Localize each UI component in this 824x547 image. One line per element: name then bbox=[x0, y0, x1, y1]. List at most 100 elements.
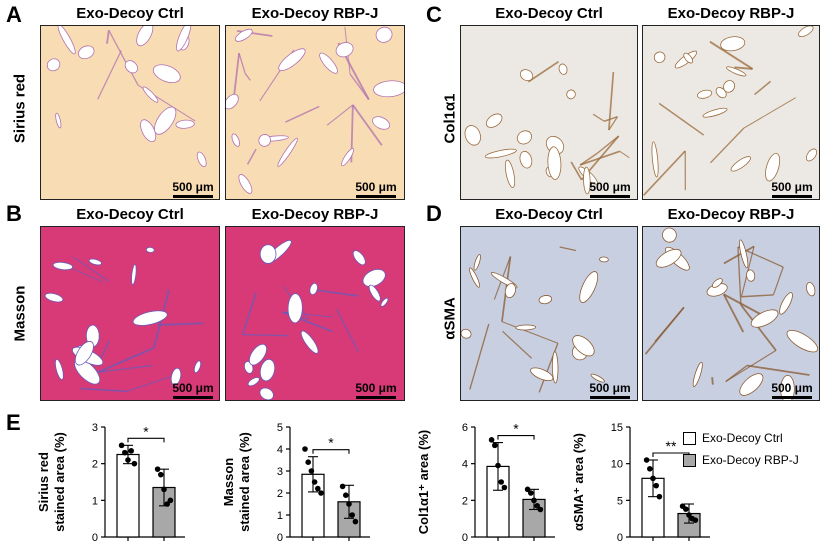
legend-swatch-rbp bbox=[683, 453, 696, 467]
data-point bbox=[318, 490, 324, 496]
panel-letter-c: C bbox=[426, 2, 442, 27]
data-point bbox=[339, 483, 346, 490]
legend-swatch-ctrl bbox=[683, 431, 696, 445]
scale-bar-d-rbp: 500 μm bbox=[762, 381, 822, 399]
significance-label: * bbox=[513, 421, 519, 437]
chart-col1a1: Col1α1⁺ area (%) 0 2 4 6 * bbox=[416, 421, 555, 544]
y-tick-label: 1 bbox=[277, 510, 283, 522]
data-point bbox=[167, 497, 174, 504]
panel-letter-e: E bbox=[6, 410, 21, 435]
scale-bar-label: 500 μm bbox=[589, 381, 631, 395]
chart-asma: αSMA⁺ area (%) 0 5 10 15 ** bbox=[571, 422, 710, 544]
scale-bar-line bbox=[173, 195, 213, 198]
significance-label: * bbox=[328, 435, 334, 451]
chart-masson: Massonstained area (%) 0 1 2 3 4 5 * bbox=[221, 422, 370, 544]
scale-bar-c-ctrl: 500 μm bbox=[580, 180, 640, 198]
micrograph-sirius-red-rbp bbox=[225, 25, 405, 200]
col-title-b-rbp: Exo-Decoy RBP-J bbox=[251, 206, 379, 223]
data-point bbox=[528, 490, 534, 496]
col-title-a-ctrl: Exo-Decoy Ctrl bbox=[76, 5, 184, 22]
scale-bar-line bbox=[772, 396, 812, 399]
scale-bar-label: 500 μm bbox=[771, 381, 813, 395]
y-tick-label: 3 bbox=[277, 466, 283, 478]
row-title-sirius-red: Sirius red bbox=[11, 73, 29, 144]
data-point bbox=[154, 466, 161, 472]
data-point bbox=[524, 486, 531, 493]
col-title-d-ctrl: Exo-Decoy Ctrl bbox=[495, 206, 603, 223]
data-point bbox=[495, 462, 501, 469]
y-tick-label: 5 bbox=[277, 422, 283, 434]
legend-item-ctrl: Exo-Decoy Ctrl bbox=[683, 427, 799, 449]
data-point bbox=[131, 460, 138, 467]
data-point bbox=[346, 501, 352, 507]
panel-letter-a: A bbox=[6, 2, 22, 27]
legend-item-rbp: Exo-Decoy RBP-J bbox=[683, 449, 799, 471]
col-title-a-rbp: Exo-Decoy RBP-J bbox=[251, 5, 379, 22]
data-point bbox=[498, 479, 504, 485]
y-axis-label-line1: Col1α1⁺ area (%) bbox=[416, 430, 431, 534]
y-axis-label: Massonstained area (%) bbox=[221, 432, 252, 532]
data-point bbox=[683, 506, 689, 512]
y-tick-label: 1 bbox=[92, 495, 98, 507]
col-title-c-rbp: Exo-Decoy RBP-J bbox=[667, 5, 795, 22]
scale-bar-line bbox=[590, 396, 630, 399]
y-axis-label-line2: stained area (%) bbox=[237, 432, 252, 532]
significance-bracket bbox=[127, 437, 165, 443]
scale-bar-line bbox=[356, 195, 396, 198]
data-point bbox=[305, 459, 311, 465]
data-point bbox=[128, 448, 134, 454]
bar-ctrl bbox=[116, 453, 140, 538]
significance-label: ** bbox=[666, 438, 677, 454]
significance-bracket bbox=[497, 435, 535, 440]
y-tick-label: 6 bbox=[462, 422, 468, 434]
data-point bbox=[650, 475, 656, 482]
y-tick-label: 3 bbox=[92, 422, 98, 434]
data-point bbox=[118, 442, 125, 449]
scale-bar-label: 500 μm bbox=[355, 381, 397, 395]
significance-bracket bbox=[312, 449, 350, 454]
data-point bbox=[692, 517, 699, 523]
data-point bbox=[537, 506, 544, 513]
col-title-b-ctrl: Exo-Decoy Ctrl bbox=[76, 206, 184, 223]
scale-bar-a-rbp: 500 μm bbox=[346, 180, 406, 198]
scale-bar-label: 500 μm bbox=[172, 381, 214, 395]
scale-bar-b-ctrl: 500 μm bbox=[163, 381, 223, 399]
scale-bar-b-rbp: 500 μm bbox=[346, 381, 406, 399]
y-tick-label: 5 bbox=[617, 495, 623, 507]
data-point bbox=[349, 512, 355, 518]
scale-bar-line bbox=[173, 396, 213, 399]
data-point bbox=[492, 442, 498, 449]
data-point bbox=[125, 457, 131, 463]
scale-bar-label: 500 μm bbox=[172, 180, 214, 194]
row-title-asma: αSMA bbox=[441, 297, 459, 340]
y-tick-label: 0 bbox=[277, 532, 283, 544]
micrograph-col1a1-rbp bbox=[642, 25, 820, 200]
scale-bar-line bbox=[772, 195, 812, 198]
data-point bbox=[686, 512, 692, 518]
row-title-masson: Masson bbox=[11, 285, 29, 342]
data-point bbox=[653, 482, 659, 489]
data-point bbox=[656, 493, 663, 500]
micrograph-col1a1-ctrl bbox=[460, 25, 638, 200]
data-point bbox=[302, 446, 308, 452]
y-tick-label: 0 bbox=[92, 532, 98, 544]
panel-letter-d: D bbox=[426, 201, 442, 226]
data-point bbox=[161, 486, 167, 493]
legend-label-rbp: Exo-Decoy RBP-J bbox=[702, 453, 799, 467]
micrograph-masson-ctrl bbox=[40, 226, 220, 401]
legend: Exo-Decoy Ctrl Exo-Decoy RBP-J bbox=[683, 427, 799, 471]
row-title-col1a1: Col1α1 bbox=[441, 93, 459, 144]
scale-bar-c-rbp: 500 μm bbox=[762, 180, 822, 198]
y-tick-label: 10 bbox=[611, 459, 623, 471]
data-point bbox=[352, 518, 359, 525]
y-axis-label-line2: stained area (%) bbox=[52, 432, 67, 532]
data-point bbox=[308, 468, 315, 474]
scale-bar-d-ctrl: 500 μm bbox=[580, 381, 640, 399]
data-point bbox=[315, 485, 321, 492]
scale-bar-a-ctrl: 500 μm bbox=[163, 180, 223, 198]
y-tick-label: 0 bbox=[462, 532, 468, 544]
data-point bbox=[534, 503, 540, 509]
data-point bbox=[158, 471, 164, 478]
legend-label-ctrl: Exo-Decoy Ctrl bbox=[702, 431, 783, 445]
y-tick-label: 15 bbox=[611, 422, 623, 434]
